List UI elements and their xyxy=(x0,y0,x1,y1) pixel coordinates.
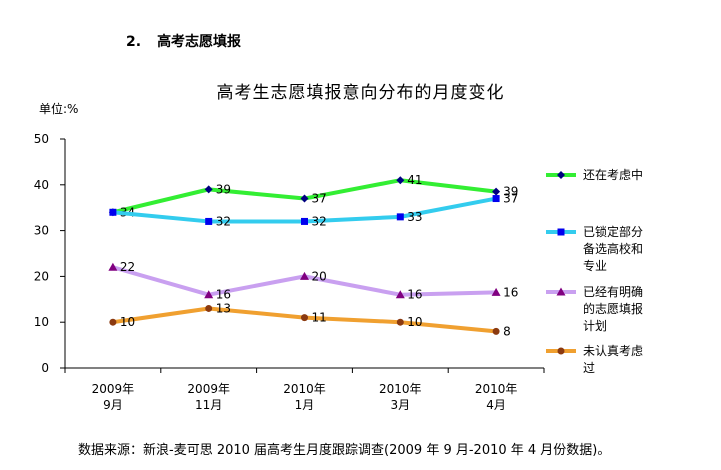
x-tick-label: 2010年 xyxy=(379,382,422,396)
legend-label: 的志愿填报 xyxy=(583,301,643,316)
data-label: 33 xyxy=(407,210,422,224)
chart-title: 高考生志愿填报意向分布的月度变化 xyxy=(216,83,505,103)
data-label: 13 xyxy=(216,301,231,315)
data-label: 16 xyxy=(407,288,422,302)
data-label: 32 xyxy=(216,214,231,228)
data-point xyxy=(492,187,501,196)
data-label: 37 xyxy=(503,192,518,206)
x-tick-label: 11月 xyxy=(195,398,222,412)
data-point xyxy=(395,290,405,299)
data-point xyxy=(301,314,308,322)
data-label: 39 xyxy=(216,182,231,196)
data-point xyxy=(108,262,118,271)
x-tick-label: 3月 xyxy=(390,398,410,412)
data-label: 10 xyxy=(120,315,135,329)
legend-label: 已经有明确 xyxy=(583,285,643,299)
section-heading: 2. 高考志愿填报 xyxy=(126,31,241,51)
data-label: 16 xyxy=(216,288,231,302)
x-tick-label: 2010年 xyxy=(283,382,326,396)
data-label: 37 xyxy=(312,192,327,206)
data-point xyxy=(300,194,309,203)
data-point xyxy=(492,195,500,203)
section-title: 高考志愿填报 xyxy=(157,34,242,50)
legend-label: 专业 xyxy=(583,258,607,273)
y-tick-label: 10 xyxy=(34,315,49,329)
data-label: 41 xyxy=(407,173,422,187)
x-tick-label: 2009年 xyxy=(92,382,135,396)
legend-marker xyxy=(557,228,565,236)
y-tick-label: 20 xyxy=(34,269,49,283)
x-tick-label: 1月 xyxy=(295,398,315,412)
data-point xyxy=(492,327,500,335)
source-note: 数据来源：新浪-麦可思 2010 届高考生月度跟踪调查(2009 年 9 月-2… xyxy=(78,443,611,458)
data-label: 10 xyxy=(407,315,422,329)
legend-label: 已锁定部分 xyxy=(583,224,643,239)
y-tick-label: 50 xyxy=(34,132,49,146)
data-point xyxy=(204,290,214,299)
data-point xyxy=(205,304,213,312)
y-tick-label: 0 xyxy=(41,361,49,375)
unit-label: 单位:% xyxy=(39,102,79,116)
section-number: 2. xyxy=(126,34,142,50)
data-point xyxy=(300,271,309,280)
legend-marker xyxy=(557,347,565,355)
data-point xyxy=(491,287,501,296)
series-line xyxy=(112,265,497,297)
y-tick-label: 30 xyxy=(34,224,49,238)
legend-marker xyxy=(557,171,565,179)
data-label: 8 xyxy=(503,324,511,338)
x-tick-label: 2009年 xyxy=(187,382,230,396)
x-tick-label: 4月 xyxy=(486,398,506,412)
data-point xyxy=(396,176,405,185)
data-point xyxy=(396,213,404,221)
legend-label: 还在考虑中 xyxy=(583,167,643,182)
data-point xyxy=(204,185,213,194)
data-point xyxy=(109,208,117,216)
data-label: 11 xyxy=(312,311,327,325)
data-point xyxy=(109,318,117,326)
data-label: 39 xyxy=(503,185,518,199)
data-label: 32 xyxy=(312,214,327,228)
legend-label: 计划 xyxy=(583,319,607,333)
data-label: 22 xyxy=(120,260,135,274)
x-tick-label: 2010年 xyxy=(475,382,518,396)
x-tick-label: 9月 xyxy=(103,398,123,412)
y-tick-label: 40 xyxy=(34,178,49,192)
data-label: 16 xyxy=(503,285,518,299)
legend-label: 备选高校和 xyxy=(583,241,643,256)
data-label: 20 xyxy=(312,269,327,283)
legend-label: 未认真考虑 xyxy=(583,344,643,358)
data-point xyxy=(205,217,213,225)
legend-marker xyxy=(556,287,566,296)
data-point xyxy=(301,217,308,225)
data-point xyxy=(396,318,404,326)
legend-label: 过 xyxy=(583,361,595,375)
